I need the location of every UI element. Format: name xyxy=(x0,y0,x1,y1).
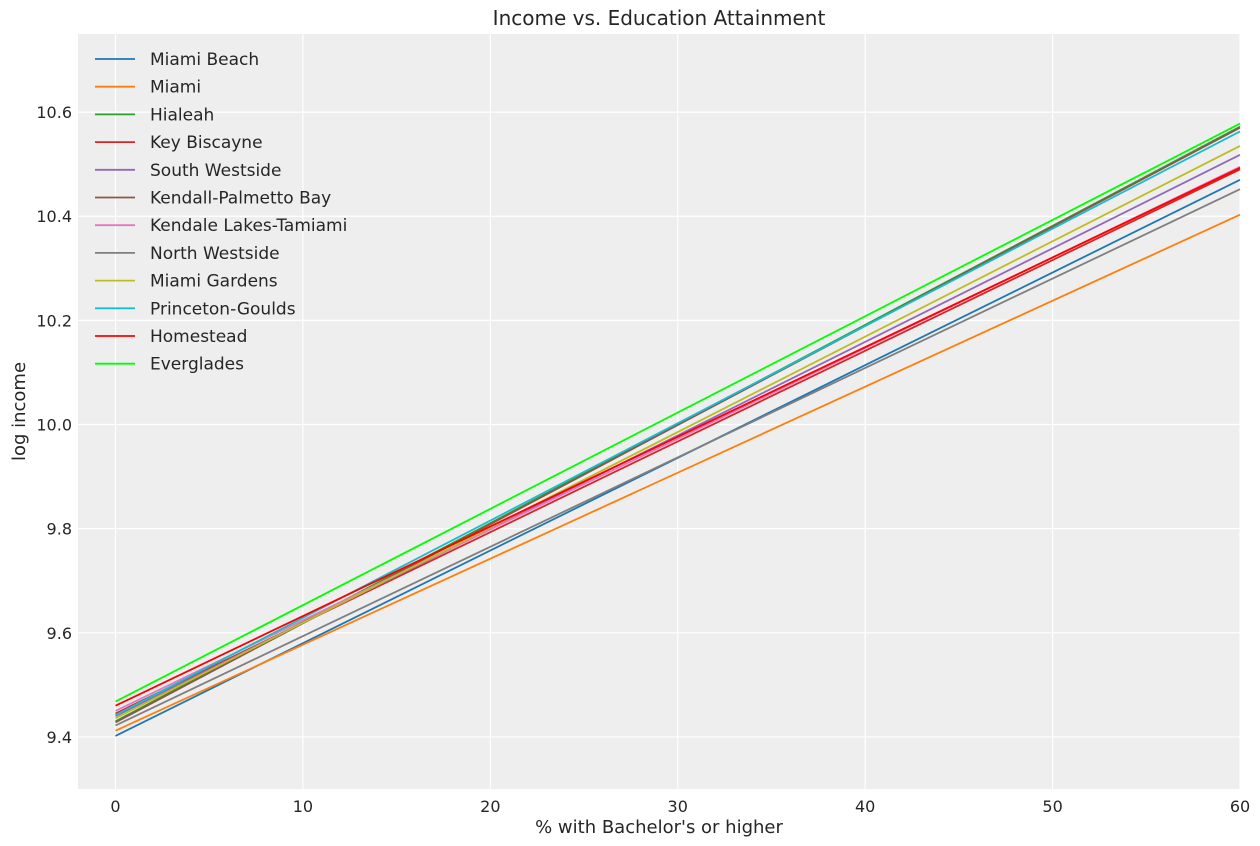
legend-item: Hialeah xyxy=(95,105,214,125)
series-line-7 xyxy=(115,188,1241,727)
legend-label: Miami Gardens xyxy=(150,272,278,292)
legend-item: Miami Beach xyxy=(95,50,259,70)
y-tick-label: 10.4 xyxy=(36,207,72,226)
y-tick-label: 10.0 xyxy=(36,416,72,435)
x-axis-label: % with Bachelor's or higher xyxy=(535,817,783,838)
legend-item: Kendale Lakes-Tamiami xyxy=(95,216,347,236)
legend-item: Miami xyxy=(95,78,201,98)
y-axis-label: log income xyxy=(9,362,30,461)
legend-label: Hialeah xyxy=(150,105,214,125)
x-tick-label: 0 xyxy=(110,797,120,816)
legend-label: Key Biscayne xyxy=(150,133,263,153)
x-tick-label: 60 xyxy=(1230,797,1250,816)
legend-item: Kendall-Palmetto Bay xyxy=(95,189,331,209)
y-tick-label: 10.6 xyxy=(36,103,72,122)
chart-title: Income vs. Education Attainment xyxy=(493,6,826,30)
legend-item: Princeton-Goulds xyxy=(95,299,296,319)
legend-label: Everglades xyxy=(150,355,244,375)
legend: Miami Beach Miami Hialeah Key Biscayne South… xyxy=(95,50,347,375)
y-tick-label: 9.6 xyxy=(47,624,72,643)
x-tick-label: 30 xyxy=(668,797,688,816)
x-tick-label: 40 xyxy=(855,797,875,816)
legend-item: Homestead xyxy=(95,327,247,347)
legend-item: Key Biscayne xyxy=(95,133,263,153)
legend-label: Miami xyxy=(150,78,201,98)
y-tick-label: 9.4 xyxy=(47,728,72,747)
legend-label: Princeton-Goulds xyxy=(150,299,296,319)
series-line-1 xyxy=(115,213,1241,732)
plot-area xyxy=(78,34,1240,789)
series-line-11 xyxy=(115,122,1241,703)
legend-label: Kendale Lakes-Tamiami xyxy=(150,216,347,236)
series-line-9 xyxy=(115,130,1241,716)
x-axis-ticks: 0 10 20 30 40 50 60 xyxy=(110,797,1250,816)
legend-item: South Westside xyxy=(95,161,281,181)
grid-lines xyxy=(78,34,1241,789)
x-tick-label: 20 xyxy=(480,797,500,816)
legend-item: North Westside xyxy=(95,244,280,264)
x-tick-label: 10 xyxy=(293,797,313,816)
legend-label: South Westside xyxy=(150,161,281,181)
y-tick-label: 9.8 xyxy=(47,520,72,539)
y-axis-ticks: 9.4 9.6 9.8 10.0 10.2 10.4 10.6 xyxy=(36,103,72,747)
series-lines xyxy=(115,122,1241,737)
legend-item: Miami Gardens xyxy=(95,272,278,292)
series-line-8 xyxy=(115,145,1241,720)
series-line-10 xyxy=(115,166,1241,707)
legend-label: Homestead xyxy=(150,327,247,347)
legend-label: Miami Beach xyxy=(150,50,259,70)
legend-label: Kendall-Palmetto Bay xyxy=(150,189,331,209)
legend-item: Everglades xyxy=(95,355,244,375)
x-tick-label: 50 xyxy=(1042,797,1062,816)
y-tick-label: 10.2 xyxy=(36,311,72,330)
legend-label: North Westside xyxy=(150,244,280,264)
